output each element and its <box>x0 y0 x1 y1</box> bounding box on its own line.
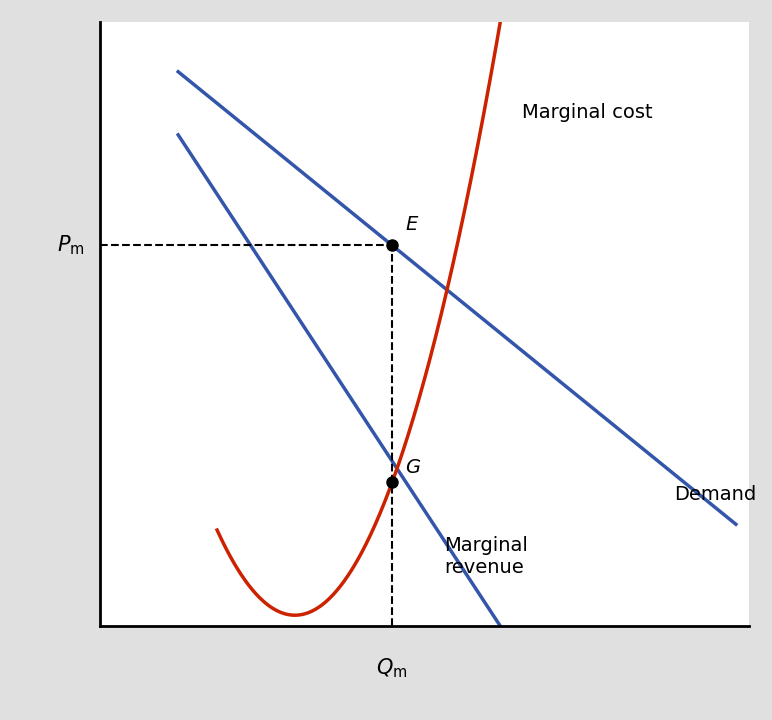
Text: Marginal
revenue: Marginal revenue <box>444 536 528 577</box>
Text: Demand: Demand <box>674 485 757 503</box>
Text: E: E <box>405 215 418 234</box>
Text: $P_{\rm m}$: $P_{\rm m}$ <box>56 233 84 257</box>
Text: G: G <box>405 458 420 477</box>
Text: Marginal cost: Marginal cost <box>522 103 652 122</box>
Text: $Q_{\rm m}$: $Q_{\rm m}$ <box>377 657 408 680</box>
